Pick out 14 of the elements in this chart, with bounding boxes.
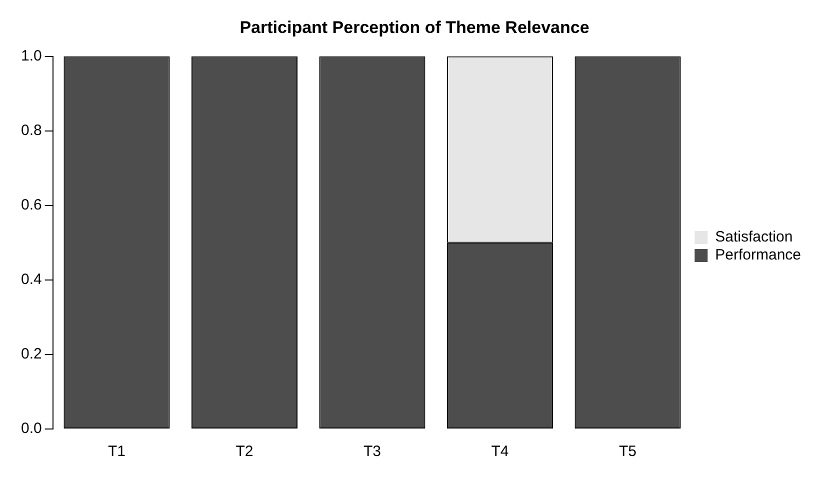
y-tick-label: 0.0 [20,420,42,438]
y-tick-label: 0.2 [20,346,42,363]
legend-label: Satisfaction [715,228,793,246]
y-tick-label: 0.6 [20,196,42,214]
x-tick-label: T2 [236,443,254,460]
x-tick-label: T1 [108,443,126,460]
y-tick-label: 0.8 [20,122,42,140]
legend-label: Performance [715,246,802,264]
chart-title: Participant Perception of Theme Relevance [240,18,590,37]
x-tick-label: T5 [618,443,637,460]
y-tick-label: 0.4 [20,271,42,288]
x-tick-label: T4 [491,443,509,460]
y-tick-label: 1.0 [20,48,42,65]
x-tick-label: T3 [363,443,381,460]
